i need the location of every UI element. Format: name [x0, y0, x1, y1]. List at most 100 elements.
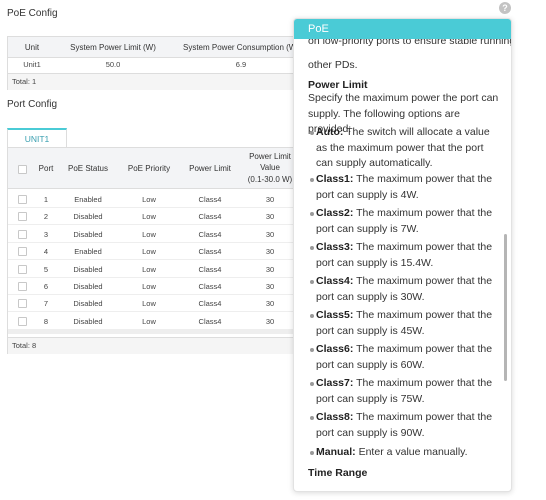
- table-cell: Low: [142, 264, 156, 274]
- section-title: Power Limit: [308, 79, 368, 91]
- bullet: [310, 280, 314, 284]
- table-footer: [8, 73, 338, 90]
- bullet: [310, 416, 314, 420]
- help-icon[interactable]: ?: [499, 2, 511, 14]
- column-header: PoE Status: [67, 164, 109, 173]
- poe-config-table: Unit System Power Limit (W) System Power C…: [7, 36, 339, 90]
- column-header: Unit: [24, 43, 40, 52]
- table-cell: Enabled: [74, 195, 102, 204]
- option-text: The maximum power that the port can supp…: [316, 173, 493, 201]
- bullet: [310, 451, 314, 455]
- table-cell: 30: [265, 212, 275, 222]
- option-term: Class2:: [316, 207, 354, 219]
- row-checkbox[interactable]: [18, 299, 27, 309]
- column-header: (0.1-30.0 W): [247, 175, 293, 184]
- row-divider: [8, 224, 338, 226]
- table-header: [8, 37, 338, 58]
- port-config-table: Port PoE Status PoE Priority Power Limit Pow…: [7, 147, 339, 354]
- row-checkbox[interactable]: [18, 195, 27, 204]
- section-description: Specify the maximum power the port can s…: [308, 92, 499, 135]
- row-checkbox[interactable]: [18, 247, 27, 257]
- column-header: PoE Priority: [127, 164, 171, 173]
- table-cell: Low: [142, 247, 156, 257]
- table-total: Total: 8: [12, 341, 37, 350]
- h-scrollbar[interactable]: [8, 329, 338, 334]
- table-cell: Class4: [198, 299, 222, 309]
- option: Class1: The maximum power that the port …: [316, 172, 502, 203]
- row-checkbox[interactable]: [18, 316, 27, 326]
- table-cell: 30: [265, 282, 275, 291]
- table-cell: 30: [265, 264, 275, 274]
- table-cell: 30: [265, 316, 275, 326]
- row-divider: [8, 276, 338, 278]
- table-footer: [8, 337, 338, 354]
- table-cell: 6: [43, 282, 49, 291]
- v-scrollbar[interactable]: [504, 234, 507, 381]
- table-total: Total: 1: [12, 77, 37, 86]
- option-text: The maximum power that the port can supp…: [316, 377, 493, 405]
- option-text: The maximum power that the port can supp…: [316, 241, 493, 269]
- option-term: Class7:: [316, 377, 354, 389]
- table-cell: 8: [43, 316, 49, 326]
- table-cell: Class4: [198, 264, 222, 274]
- option-term: Class3:: [316, 241, 354, 253]
- row-divider: [8, 328, 338, 330]
- panel-title: PoE: [308, 23, 329, 35]
- next-section-title: Time Range: [308, 467, 368, 479]
- table-cell: 1: [43, 195, 49, 204]
- column-header: Port: [38, 164, 54, 173]
- option: Class2: The maximum power that the port …: [316, 206, 502, 237]
- table-cell: Disabled: [73, 229, 103, 239]
- table-cell: 30: [265, 195, 275, 204]
- table-cell: 5: [43, 264, 49, 274]
- option: Class5: The maximum power that the port …: [316, 308, 502, 339]
- option-term: Class6:: [316, 343, 354, 355]
- column-header: Power Limit: [189, 164, 231, 173]
- option: Class8: The maximum power that the port …: [316, 410, 502, 441]
- row-divider: [8, 294, 338, 295]
- bullet: [310, 131, 314, 135]
- poe-config-title: PoE Config: [7, 8, 58, 19]
- table-cell: Disabled: [73, 264, 103, 274]
- option-term: Class1:: [316, 173, 354, 185]
- option-text: The maximum power that the port can supp…: [316, 207, 493, 235]
- unit-tab[interactable]: UNIT1: [7, 128, 67, 148]
- row-checkbox[interactable]: [18, 282, 27, 291]
- option: Class4: The maximum power that the port …: [316, 274, 502, 305]
- row-checkbox[interactable]: [18, 264, 27, 274]
- row-checkbox[interactable]: [18, 212, 27, 222]
- table-cell: Disabled: [73, 299, 103, 309]
- table-cell: Enabled: [74, 247, 102, 257]
- row-divider: [8, 207, 338, 208]
- option: Auto: The switch will allocate a value a…: [316, 125, 502, 172]
- table-cell: 30: [265, 247, 275, 257]
- table-cell: Class4: [198, 247, 222, 257]
- option: Class7: The maximum power that the port …: [316, 376, 502, 407]
- table-cell: Low: [142, 299, 156, 309]
- table-cell: 6.9: [235, 60, 247, 69]
- table-cell: Low: [142, 316, 156, 326]
- option: Class3: The maximum power that the port …: [316, 240, 502, 271]
- bullet: [310, 246, 314, 250]
- option-term: Class5:: [316, 309, 354, 321]
- table-cell: Unit1: [23, 60, 41, 69]
- select-all-checkbox[interactable]: [18, 165, 27, 174]
- table-cell: 4: [43, 247, 49, 257]
- row-divider: [8, 259, 338, 261]
- row-checkbox[interactable]: [18, 229, 27, 239]
- table-cell: Disabled: [73, 316, 103, 326]
- table-cell: Disabled: [73, 212, 103, 222]
- option: Manual: Enter a value manually.: [316, 445, 502, 461]
- table-cell: 3: [43, 229, 49, 239]
- column-header: System Power Limit (W): [70, 43, 156, 52]
- panel-header: PoE: [294, 19, 511, 39]
- intro-cut: on low-priority ports to ensure stable r…: [308, 39, 511, 47]
- table-cell: Low: [142, 229, 156, 239]
- row-divider: [8, 241, 338, 243]
- table-cell: Low: [142, 212, 156, 222]
- panel-content: on low-priority ports to ensure stable r…: [294, 39, 511, 491]
- bullet: [310, 178, 314, 182]
- option-term: Auto:: [316, 126, 344, 138]
- table-cell: 2: [43, 212, 49, 222]
